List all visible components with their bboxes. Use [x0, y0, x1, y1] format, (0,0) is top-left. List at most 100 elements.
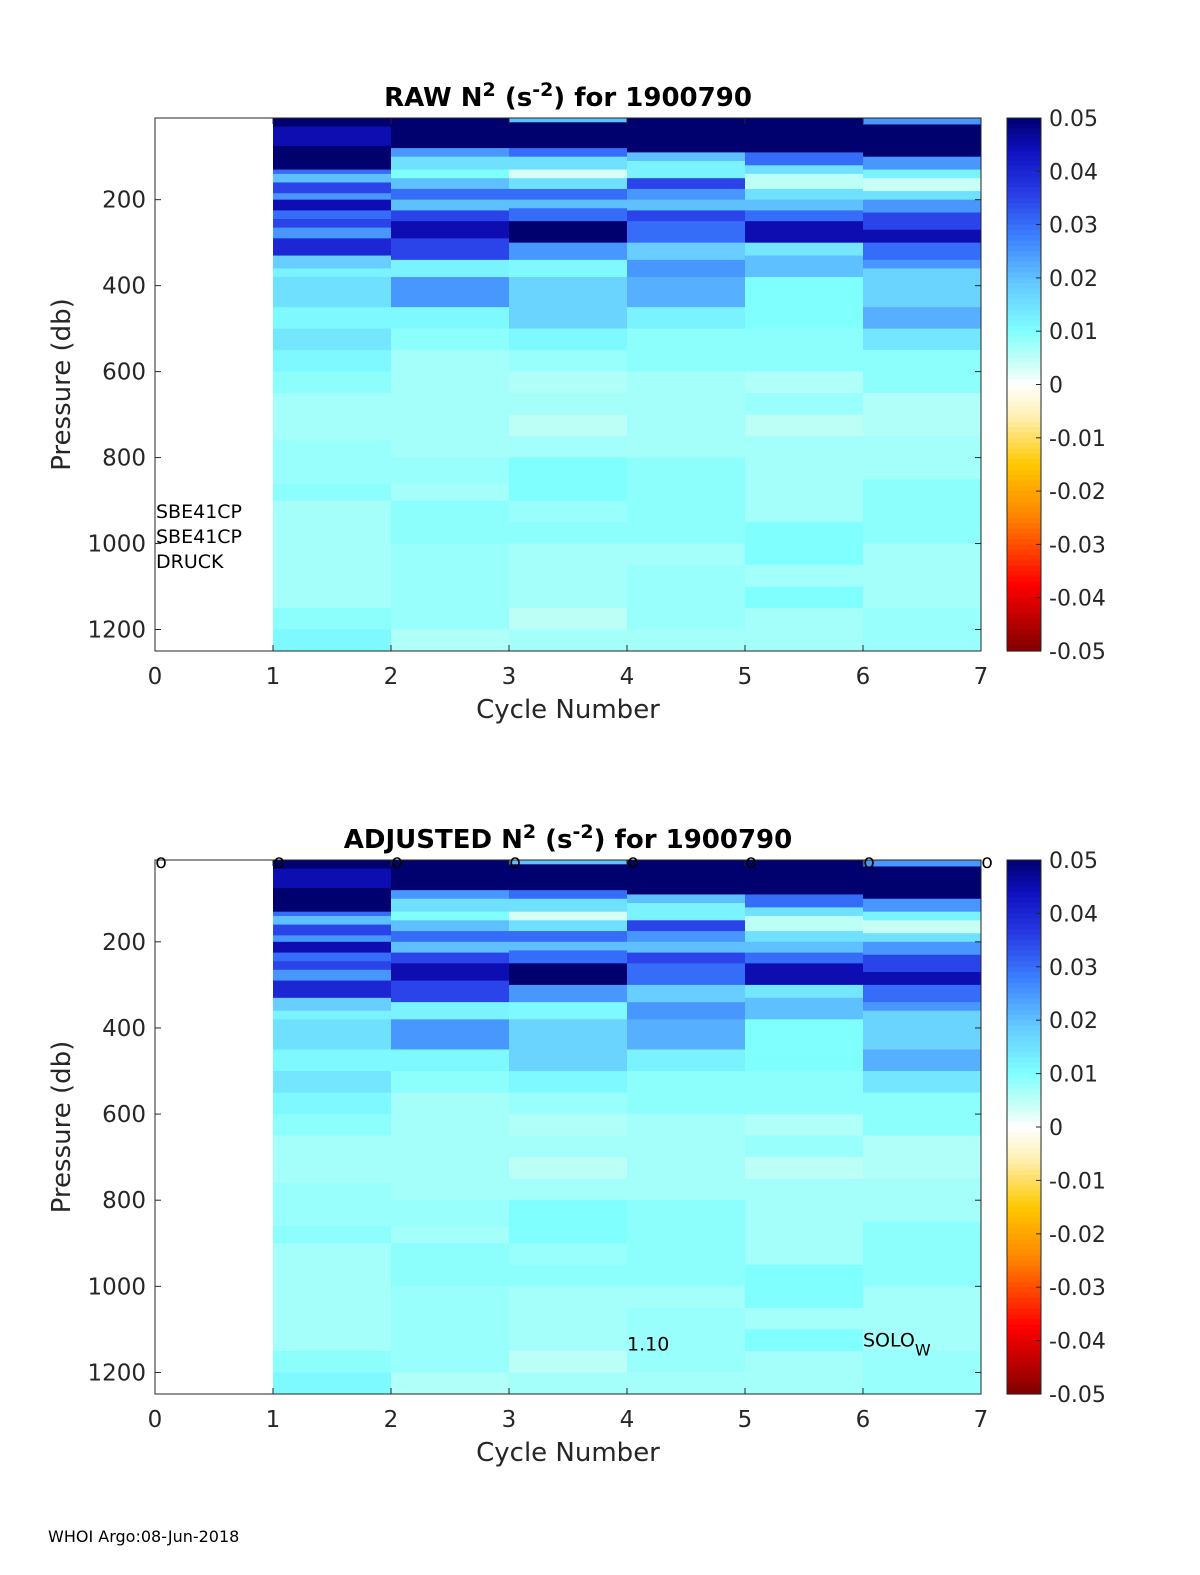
- heatmap-cell: [745, 221, 864, 244]
- y-tick-label: 400: [102, 1016, 146, 1042]
- colorbar-segment: [1007, 1313, 1041, 1320]
- colorbar-segment: [1007, 400, 1041, 407]
- colorbar-segment: [1007, 1110, 1041, 1117]
- colorbar-segment: [1007, 352, 1041, 359]
- heatmap-cell: [863, 1286, 982, 1352]
- heatmap-cell: [391, 608, 510, 631]
- heatmap-cell: [509, 169, 628, 179]
- heatmap-cell: [391, 1226, 510, 1244]
- colorbar-segment: [1007, 1340, 1041, 1347]
- heatmap-cell: [627, 414, 746, 459]
- colorbar-segment: [1007, 940, 1041, 947]
- heatmap-cell: [273, 1010, 392, 1020]
- axes-box: [154, 117, 982, 652]
- heatmap-cell: [627, 1019, 746, 1050]
- heatmap-cell: [509, 178, 628, 190]
- heatmap-cell: [863, 920, 982, 934]
- heatmap-cell: [745, 1178, 864, 1266]
- heatmap-cell: [745, 1114, 864, 1137]
- colorbar-segment: [1007, 267, 1041, 274]
- heatmap-cell: [745, 328, 864, 373]
- heatmap-cell: [745, 210, 864, 222]
- x-tick-label: 6: [856, 1407, 871, 1433]
- heatmap-cell: [745, 915, 864, 932]
- heatmap-cell: [745, 371, 864, 394]
- colorbar-tick-label: 0.04: [1049, 160, 1098, 185]
- heatmap-cell: [627, 920, 746, 932]
- y-tick-label: 200: [102, 188, 146, 214]
- colorbar-segment: [1007, 144, 1041, 151]
- heatmap-cell: [863, 543, 982, 609]
- colorbar-segment: [1007, 1255, 1041, 1262]
- heatmap-cell: [627, 1002, 746, 1020]
- heatmap-cell: [509, 156, 628, 171]
- colorbar-segment: [1007, 1276, 1041, 1283]
- heatmap-cell: [391, 890, 510, 900]
- heatmap-cell: [391, 1372, 510, 1395]
- colorbar-segment: [1007, 181, 1041, 188]
- heatmap-cell: [627, 963, 746, 986]
- heatmap-cell: [391, 148, 510, 158]
- colorbar: 0.05 0.04 0.03 0.02 0.01 0 -0.01 -0.02 -0.03 -0.0…: [1006, 107, 1106, 665]
- heatmap-cell: [509, 328, 628, 351]
- colorbar-segment: [1007, 411, 1041, 418]
- heatmap-cell: [509, 950, 628, 964]
- colorbar-segment: [1007, 587, 1041, 593]
- colorbar-segment: [1007, 1025, 1041, 1032]
- heatmap-cell: [745, 188, 864, 201]
- heatmap-cell: [509, 221, 628, 244]
- heatmap-cell: [509, 1071, 628, 1094]
- x-tick-label: 0: [148, 664, 163, 690]
- heatmap-cell: [509, 608, 628, 631]
- heatmap-cell: [745, 1350, 864, 1395]
- colorbar-segment: [1007, 1191, 1041, 1198]
- colorbar-segment: [1007, 208, 1041, 215]
- heatmap-cell: [627, 543, 746, 566]
- colorbar-segment: [1007, 988, 1041, 995]
- heatmap-cell: [627, 371, 746, 416]
- heatmap-cell: [391, 1200, 510, 1227]
- heatmap-cell: [863, 307, 982, 330]
- heatmap-cell: [863, 971, 982, 986]
- colorbar-segment: [1007, 459, 1041, 466]
- heatmap-cell: [863, 1071, 982, 1094]
- colorbar-segment: [1007, 240, 1041, 247]
- heatmap-cell: [509, 1019, 628, 1072]
- heatmap-cell: [391, 210, 510, 222]
- colorbar-segment: [1007, 512, 1041, 519]
- heatmap-cell: [273, 268, 392, 278]
- heatmap-cell: [863, 156, 982, 171]
- colorbar-segment: [1007, 1249, 1041, 1256]
- colorbar-segment: [1007, 1319, 1041, 1326]
- heatmap-cell: [627, 1114, 746, 1158]
- heatmap-cell: [509, 1135, 628, 1158]
- x-tick-label: 3: [502, 664, 517, 690]
- heatmap-cell: [273, 393, 392, 441]
- heatmap-cell: [273, 1226, 392, 1244]
- colorbar-segment: [1007, 1196, 1041, 1203]
- colorbar-segment: [1007, 1164, 1041, 1171]
- colorbar-segment: [1007, 1057, 1041, 1064]
- heatmap-cell: [509, 1178, 628, 1201]
- colorbar-segment: [1007, 149, 1041, 156]
- colorbar-segment: [1007, 304, 1041, 311]
- x-axis-label: Cycle Number: [476, 1438, 660, 1468]
- colorbar-segment: [1007, 897, 1041, 904]
- colorbar-tick-label: -0.05: [1049, 1383, 1106, 1408]
- heatmap-cell: [273, 1019, 392, 1050]
- heatmap-cell: [509, 963, 628, 986]
- colorbar-segment: [1007, 1351, 1041, 1358]
- colorbar-segment: [1007, 555, 1041, 561]
- colorbar-segment: [1007, 389, 1041, 396]
- heatmap-cell: [273, 126, 392, 147]
- chart-title: ADJUSTED N2 (s-2) for 1900790: [344, 821, 793, 855]
- heatmap-cell: [273, 997, 392, 1012]
- colorbar-segment: [1007, 192, 1041, 199]
- heatmap-cell: [863, 1221, 982, 1287]
- heatmap-cell: [273, 1182, 392, 1227]
- colorbar-segment: [1007, 453, 1041, 460]
- profile-marker: o: [273, 851, 285, 873]
- heatmap-cell: [863, 941, 982, 956]
- axes-box: [154, 859, 982, 1395]
- heatmap-cell: [509, 629, 628, 652]
